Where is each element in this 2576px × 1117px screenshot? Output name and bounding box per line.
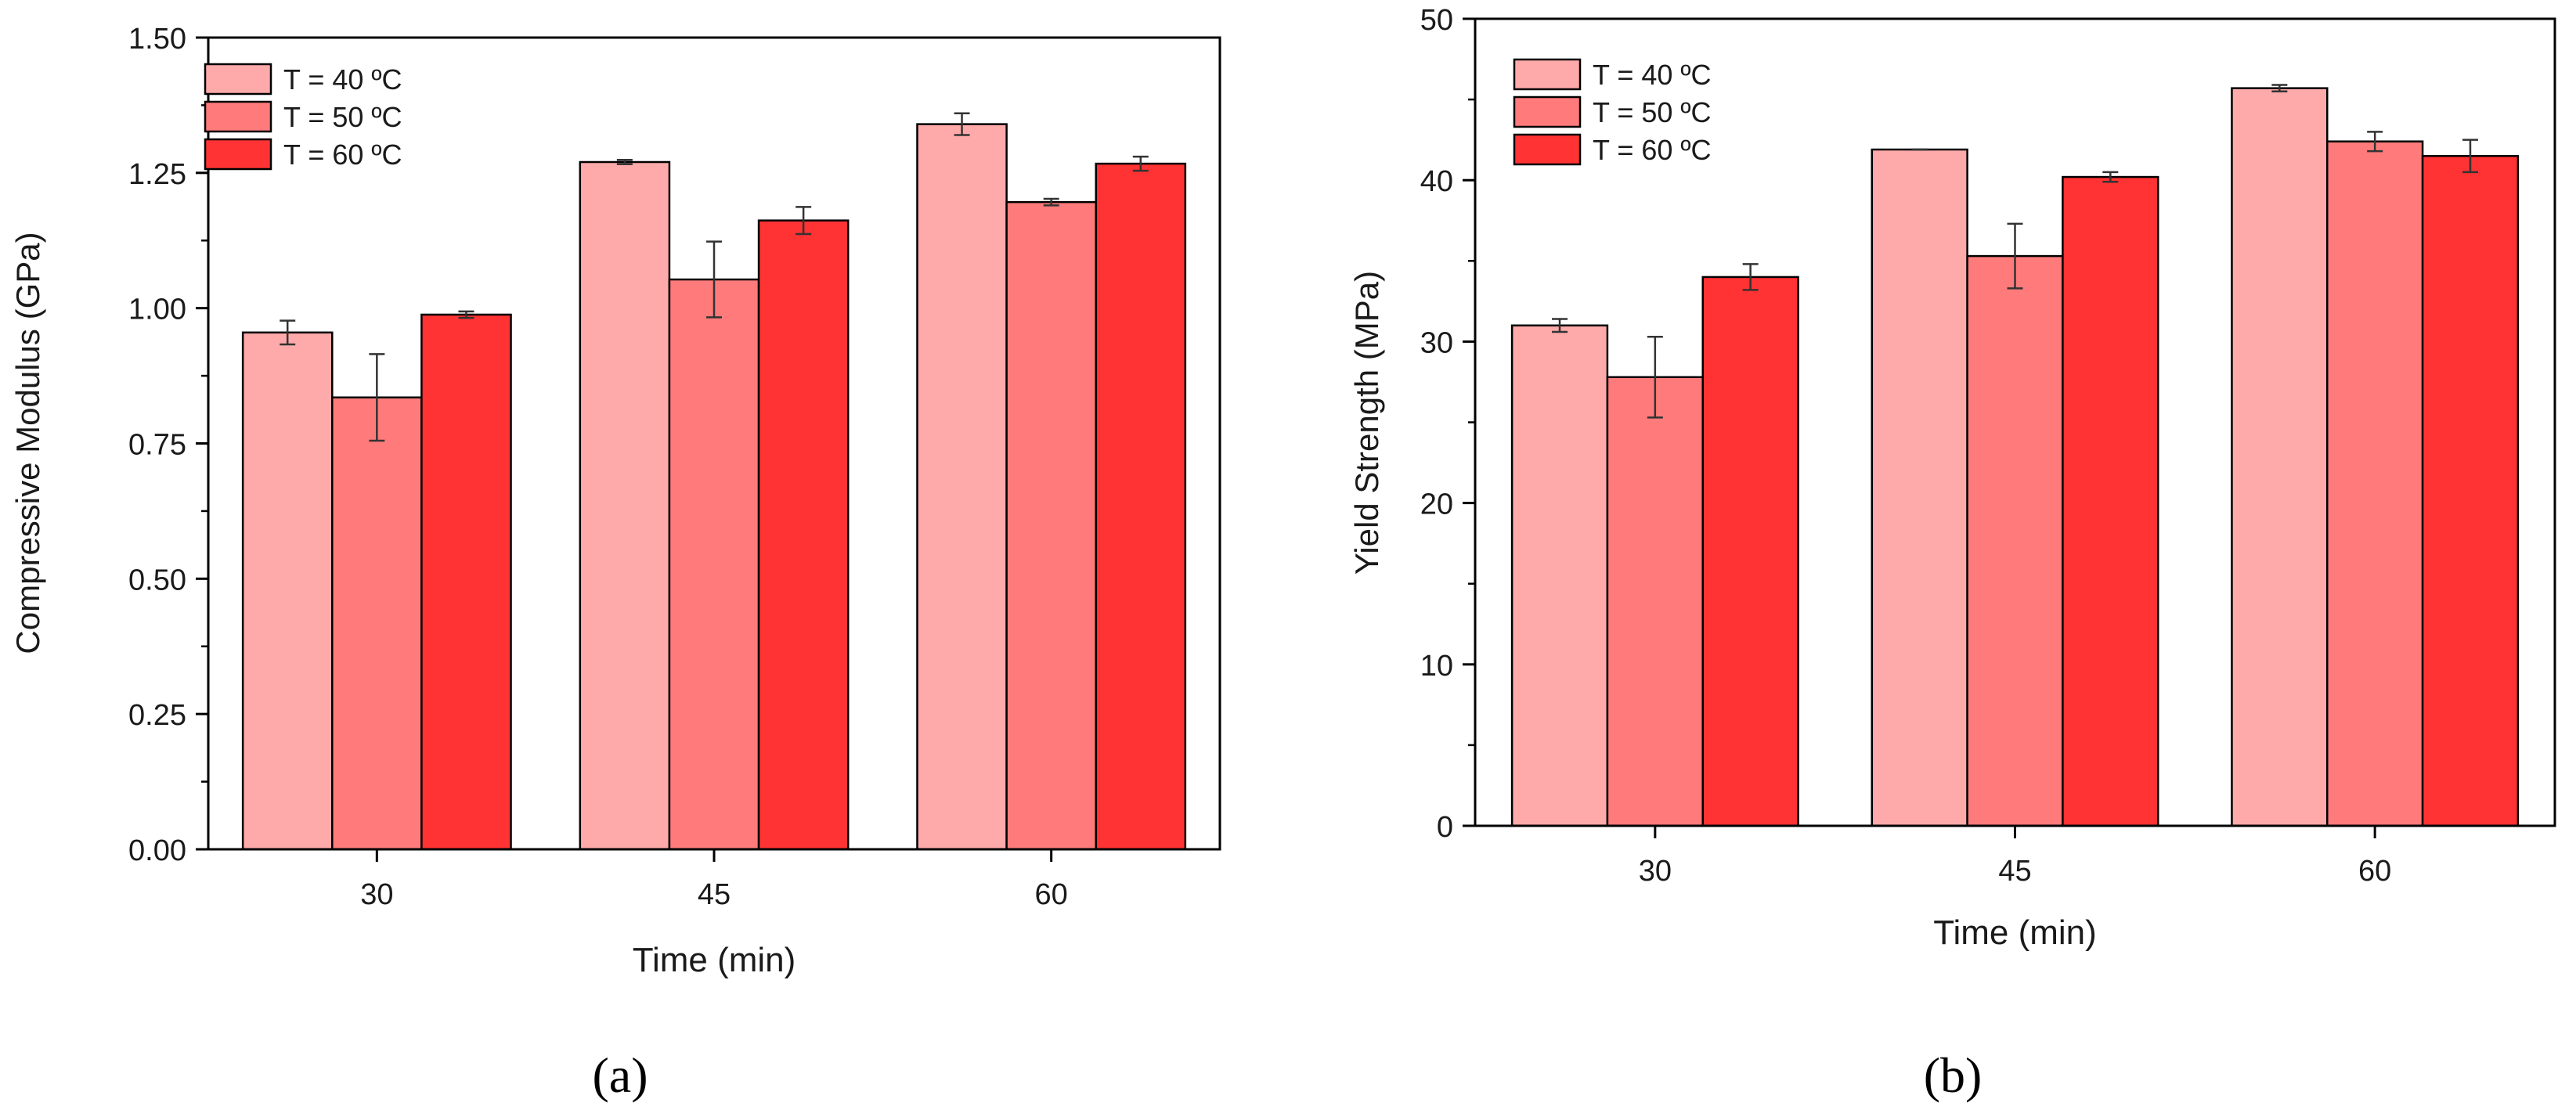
error-bar-t50-60	[1043, 197, 1059, 207]
legend: T = 40 ºC T = 50 ºC T = 60 ºC	[204, 63, 402, 171]
legend-entry-label: T = 40 ºC	[1593, 59, 1712, 91]
bar-t40-60	[916, 123, 1008, 851]
bar-t40-30	[1510, 324, 1609, 827]
bar-t60-60	[1095, 162, 1187, 851]
y-tick-label: 1.50	[128, 23, 186, 56]
bar-t40-45	[1871, 148, 1968, 827]
legend: T = 40 ºC T = 50 ºC T = 60 ºC	[1513, 58, 1712, 166]
panel-label: (b)	[1924, 1047, 1983, 1103]
x-axis-title: Time (min)	[1933, 913, 2097, 952]
y-axis-title: Yield Strength (MPa)	[1348, 271, 1385, 575]
bar-t60-45	[2062, 175, 2159, 827]
y-tick-label: 10	[1420, 650, 1453, 683]
legend-swatch-t50	[204, 100, 272, 133]
x-axis-title: Time (min)	[633, 941, 796, 979]
bar-t50-30	[1606, 376, 1704, 827]
legend-entry-label: T = 50 ºC	[283, 101, 402, 133]
x-tick-label: 60	[2358, 855, 2391, 888]
bar-t50-45	[668, 278, 760, 851]
bar-t50-60	[1005, 200, 1097, 851]
error-bar-t40-60	[954, 112, 970, 136]
panel-label: (a)	[592, 1047, 648, 1103]
bar-t60-60	[2421, 155, 2520, 827]
bar-t50-60	[2326, 140, 2424, 827]
error-bar-t50-60	[2367, 131, 2383, 153]
error-bar-t60-60	[2462, 139, 2478, 174]
bar-t40-60	[2231, 87, 2329, 827]
bar-t50-45	[1966, 254, 2064, 827]
x-tick-label: 30	[360, 878, 393, 911]
legend-entry-label: T = 60 ºC	[1593, 134, 1712, 166]
error-bar-t40-45	[616, 158, 633, 166]
panel-b-yield-strength: 0 10 20 30 40 50 30 45 60 Time (min) Yield Strengt…	[1348, 4, 2556, 1103]
error-bar-t60-45	[796, 206, 812, 236]
x-tick-label: 45	[1998, 855, 2031, 888]
bar-t60-45	[757, 219, 850, 851]
x-tick-label: 60	[1035, 878, 1068, 911]
y-tick-label: 0.50	[128, 564, 186, 596]
error-bar-t50-45	[706, 240, 722, 319]
bar-t40-45	[579, 160, 671, 851]
y-tick-label: 0.75	[128, 429, 186, 462]
y-tick-label: 0	[1437, 811, 1453, 844]
legend-entry-label: T = 50 ºC	[1593, 96, 1712, 128]
y-tick-label: 0.00	[128, 834, 186, 867]
bar-t60-30	[420, 313, 512, 851]
y-axis-title: Compressive Modulus (GPa)	[9, 232, 46, 654]
error-bar-t40-60	[2271, 84, 2288, 93]
error-bar-t60-30	[1742, 263, 1759, 291]
y-tick-label: 30	[1420, 326, 1453, 359]
legend-entry-label: T = 60 ºC	[283, 139, 402, 171]
y-tick-label: 1.00	[128, 294, 186, 326]
x-tick-label: 45	[698, 878, 731, 911]
error-bar-t60-45	[2102, 171, 2119, 183]
bar-t60-30	[1701, 276, 1799, 827]
error-bar-t50-30	[1647, 335, 1663, 419]
y-tick-label: 50	[1420, 4, 1453, 37]
x-tick-label: 30	[1639, 855, 1672, 888]
panel-a-compressive-modulus: 0.00 0.25 0.50 0.75 1.00 1.25 1.50 30 45 60 Time (…	[9, 23, 1221, 1103]
error-bar-t50-45	[2007, 222, 2023, 290]
error-bar-t50-30	[369, 353, 385, 442]
y-tick-label: 20	[1420, 488, 1453, 521]
legend-swatch-t60	[1513, 133, 1582, 166]
bar-t40-30	[241, 331, 334, 851]
y-tick-label: 0.25	[128, 699, 186, 732]
legend-swatch-t60	[204, 138, 272, 171]
legend-swatch-t40	[1513, 58, 1582, 91]
error-bar-t60-30	[458, 310, 474, 319]
error-bar-t60-60	[1132, 155, 1149, 172]
y-tick-label: 1.25	[128, 158, 186, 191]
legend-swatch-t40	[204, 63, 272, 95]
legend-entry-label: T = 40 ºC	[283, 63, 402, 95]
bar-t50-30	[331, 396, 423, 851]
legend-swatch-t50	[1513, 95, 1582, 128]
error-bar-t40-30	[1552, 318, 1568, 333]
error-bar-t40-30	[280, 319, 296, 346]
y-tick-label: 40	[1420, 165, 1453, 198]
